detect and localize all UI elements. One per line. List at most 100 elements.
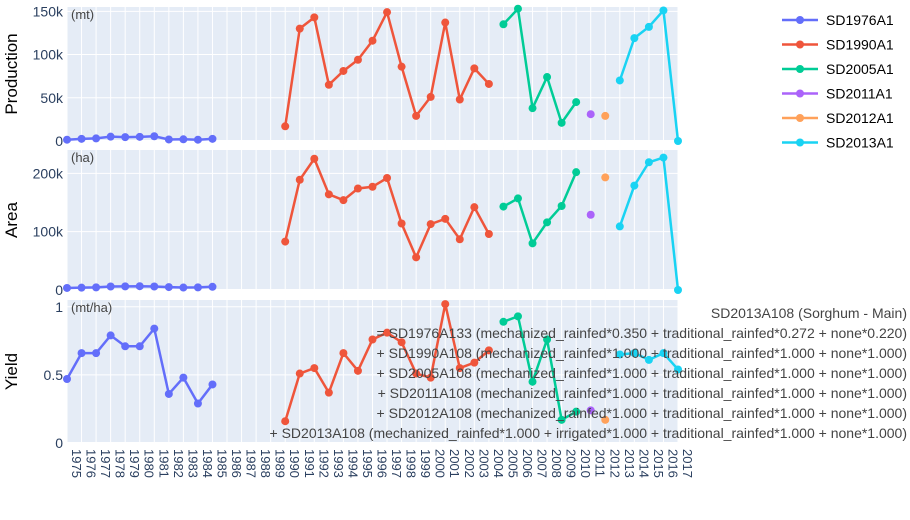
y-tick-label: 150k <box>33 3 64 19</box>
data-point-SD2005A1 <box>543 218 552 227</box>
data-point-SD2005A1 <box>528 239 537 248</box>
x-tick-label: 1975 <box>69 449 84 478</box>
data-point-SD1976A1 <box>135 342 144 351</box>
data-point-SD1976A1 <box>92 134 101 143</box>
data-point-SD1990A1 <box>383 328 392 337</box>
data-point-SD1990A1 <box>484 346 493 355</box>
data-point-SD1990A1 <box>295 369 304 378</box>
y-axis-title: Production <box>2 33 21 114</box>
data-point-SD2005A1 <box>572 407 581 416</box>
data-point-SD2011A1 <box>586 210 595 219</box>
data-point-SD1976A1 <box>208 380 217 389</box>
unit-label: (ha) <box>71 150 94 165</box>
data-point-SD1976A1 <box>63 283 71 292</box>
x-tick-label: 1982 <box>171 449 186 478</box>
x-tick-label: 2001 <box>447 449 462 478</box>
x-tick-label: 1993 <box>331 449 346 478</box>
annotation-line: + SD1990A108 (mechanized_rainfed*1.000 +… <box>377 345 907 361</box>
data-point-SD1976A1 <box>106 132 115 141</box>
data-point-SD2013A1 <box>630 34 639 43</box>
x-tick-label: 2014 <box>636 449 651 478</box>
y-axis-title: Yield <box>2 353 21 390</box>
data-point-SD2005A1 <box>499 317 508 326</box>
data-point-SD2005A1 <box>543 73 552 82</box>
data-point-SD2013A1 <box>674 137 682 145</box>
legend-label: SD2011A1 <box>826 86 893 102</box>
data-point-SD2013A1 <box>644 355 653 364</box>
data-point-SD2013A1 <box>615 76 624 85</box>
data-point-SD1976A1 <box>106 331 115 340</box>
data-point-SD2013A1 <box>644 158 653 167</box>
data-point-SD1990A1 <box>310 13 319 22</box>
y-tick-label: 50k <box>40 90 64 106</box>
x-tick-label: 1985 <box>214 449 229 478</box>
data-point-SD1990A1 <box>441 300 450 309</box>
legend-swatch-marker <box>796 89 804 98</box>
data-point-SD1976A1 <box>164 389 173 398</box>
data-point-SD1990A1 <box>368 36 377 45</box>
data-point-SD2005A1 <box>557 118 566 127</box>
data-point-SD1990A1 <box>455 235 464 244</box>
data-point-SD1990A1 <box>426 373 435 382</box>
data-point-SD1976A1 <box>164 135 173 144</box>
data-point-SD1976A1 <box>121 342 130 351</box>
x-tick-label: 2009 <box>564 449 579 478</box>
legend-swatch-marker <box>796 114 804 122</box>
x-tick-label: 1980 <box>142 449 157 478</box>
annotation-line: + SD2005A108 (mechanized_rainfed*1.000 +… <box>377 365 907 381</box>
data-point-SD1976A1 <box>63 135 71 144</box>
annotation-line: SD2013A108 (Sorghum - Main) <box>711 305 907 321</box>
data-point-SD1976A1 <box>150 324 159 333</box>
x-tick-label: 1988 <box>258 449 273 478</box>
legend: SD1976A1 SD1990A1 SD2005A1 SD2011A1 SD2012A1… <box>782 12 894 151</box>
y-tick-label: 0.5 <box>44 367 64 383</box>
data-point-SD1990A1 <box>383 8 392 17</box>
data-point-SD1990A1 <box>397 219 406 228</box>
data-point-SD1990A1 <box>441 214 450 223</box>
x-tick-label: 1991 <box>302 449 317 478</box>
data-point-SD2012A1 <box>601 415 610 424</box>
legend-swatch-marker <box>796 16 804 24</box>
x-tick-label: 1999 <box>418 449 433 478</box>
data-point-SD1976A1 <box>179 283 188 292</box>
data-point-SD1990A1 <box>281 417 290 426</box>
y-tick-label: 100k <box>33 47 64 63</box>
data-point-SD1976A1 <box>77 283 86 292</box>
data-point-SD1976A1 <box>77 349 86 358</box>
x-tick-label: 2010 <box>578 449 593 478</box>
data-point-SD1990A1 <box>397 62 406 71</box>
x-tick-label: 2002 <box>462 449 477 478</box>
data-point-SD1990A1 <box>484 230 493 238</box>
data-point-SD1990A1 <box>470 203 479 212</box>
x-tick-label: 1984 <box>200 449 215 478</box>
x-tick-label: 1986 <box>229 449 244 478</box>
x-tick-label: 1983 <box>185 449 200 478</box>
data-point-SD1990A1 <box>426 220 435 229</box>
x-tick-label: 1996 <box>375 449 390 478</box>
data-point-SD2012A1 <box>601 173 610 182</box>
data-point-SD2005A1 <box>528 104 537 113</box>
x-tick-label: 1995 <box>360 449 375 478</box>
data-point-SD1990A1 <box>484 79 493 88</box>
data-point-SD2013A1 <box>659 153 668 162</box>
data-point-SD1990A1 <box>470 64 479 73</box>
data-point-SD1990A1 <box>353 366 362 375</box>
data-point-SD2013A1 <box>630 349 639 358</box>
data-point-SD1990A1 <box>455 364 464 373</box>
data-point-SD1976A1 <box>121 282 130 291</box>
data-point-SD1990A1 <box>310 154 319 163</box>
data-point-SD2013A1 <box>659 6 668 15</box>
y-tick-label: 0 <box>55 435 63 451</box>
panel-area: 0 100k 200k Area (ha) <box>2 150 682 298</box>
panel-production: 0 50k 100k 150k Production (mt) <box>2 3 682 149</box>
data-point-SD1990A1 <box>353 55 362 64</box>
data-point-SD1990A1 <box>339 196 348 205</box>
data-point-SD2013A1 <box>615 350 624 359</box>
data-point-SD1990A1 <box>353 184 362 193</box>
data-point-SD1976A1 <box>179 373 188 382</box>
y-tick-label: 1 <box>55 299 63 315</box>
data-point-SD1976A1 <box>150 282 159 291</box>
data-point-SD1990A1 <box>324 190 333 199</box>
x-tick-label: 2000 <box>433 449 448 478</box>
data-point-SD1990A1 <box>412 111 421 120</box>
